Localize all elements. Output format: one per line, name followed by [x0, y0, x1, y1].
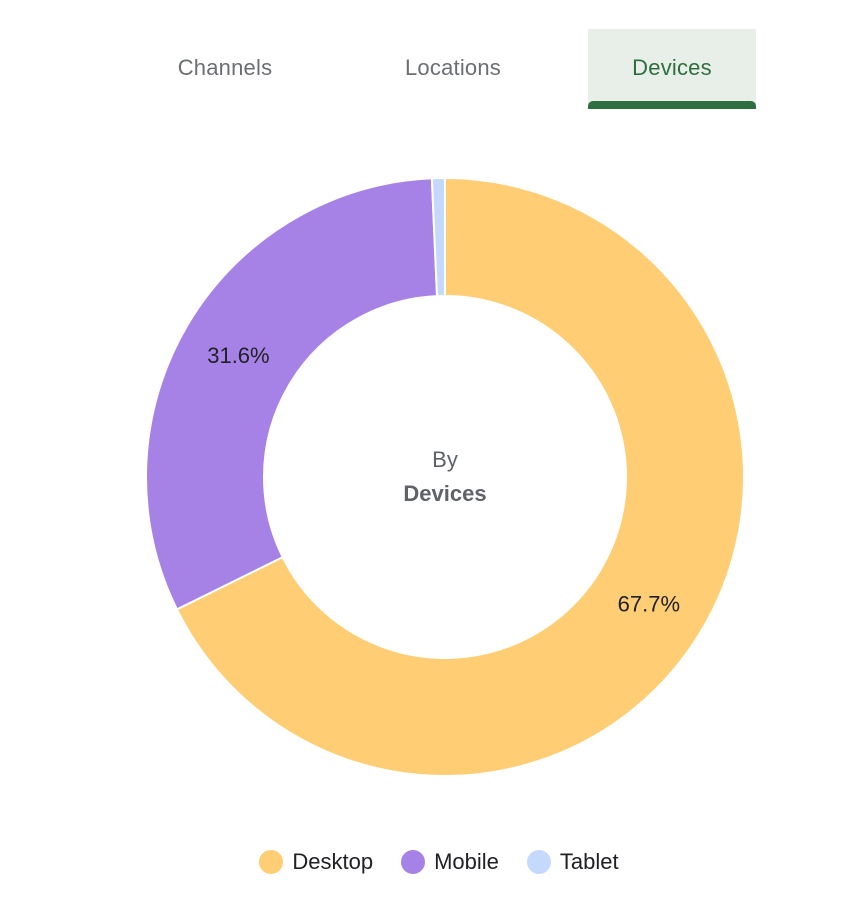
tab-locations-label: Locations — [405, 55, 501, 80]
legend-swatch-mobile — [401, 850, 426, 874]
donut-slices — [145, 176, 745, 777]
tab-channels-label: Channels — [177, 55, 273, 80]
tab-bar: Channels Locations Devices — [0, 29, 862, 109]
center-label-line2: Devices — [403, 481, 486, 506]
legend-label-tablet: Tablet — [559, 849, 619, 874]
slice-mobile[interactable] — [145, 177, 439, 611]
slice-label-mobile: 31.6% — [207, 343, 269, 368]
slice-tablet[interactable] — [430, 176, 446, 298]
legend-item-tablet[interactable]: Tablet — [526, 849, 619, 875]
tab-channels[interactable]: Channels — [111, 29, 339, 109]
donut-chart: 67.7% 31.6% By Devices — [145, 176, 745, 777]
center-label-line1: By — [432, 447, 458, 472]
active-tab-indicator — [588, 101, 756, 109]
legend-label-desktop: Desktop — [292, 849, 374, 874]
slice-labels: 67.7% 31.6% — [207, 343, 680, 617]
legend-label-mobile: Mobile — [434, 849, 499, 874]
legend-item-desktop[interactable]: Desktop — [259, 849, 373, 875]
legend-swatch-desktop — [259, 850, 284, 874]
legend-item-mobile[interactable]: Mobile — [401, 849, 499, 875]
slice-desktop[interactable] — [175, 176, 745, 777]
slice-label-desktop: 67.7% — [618, 592, 680, 617]
tab-devices[interactable]: Devices — [588, 29, 756, 109]
tab-devices-label: Devices — [632, 55, 712, 80]
tab-locations[interactable]: Locations — [339, 29, 567, 109]
legend-swatch-tablet — [526, 850, 551, 874]
chart-legend: Desktop Mobile Tablet — [0, 844, 862, 880]
